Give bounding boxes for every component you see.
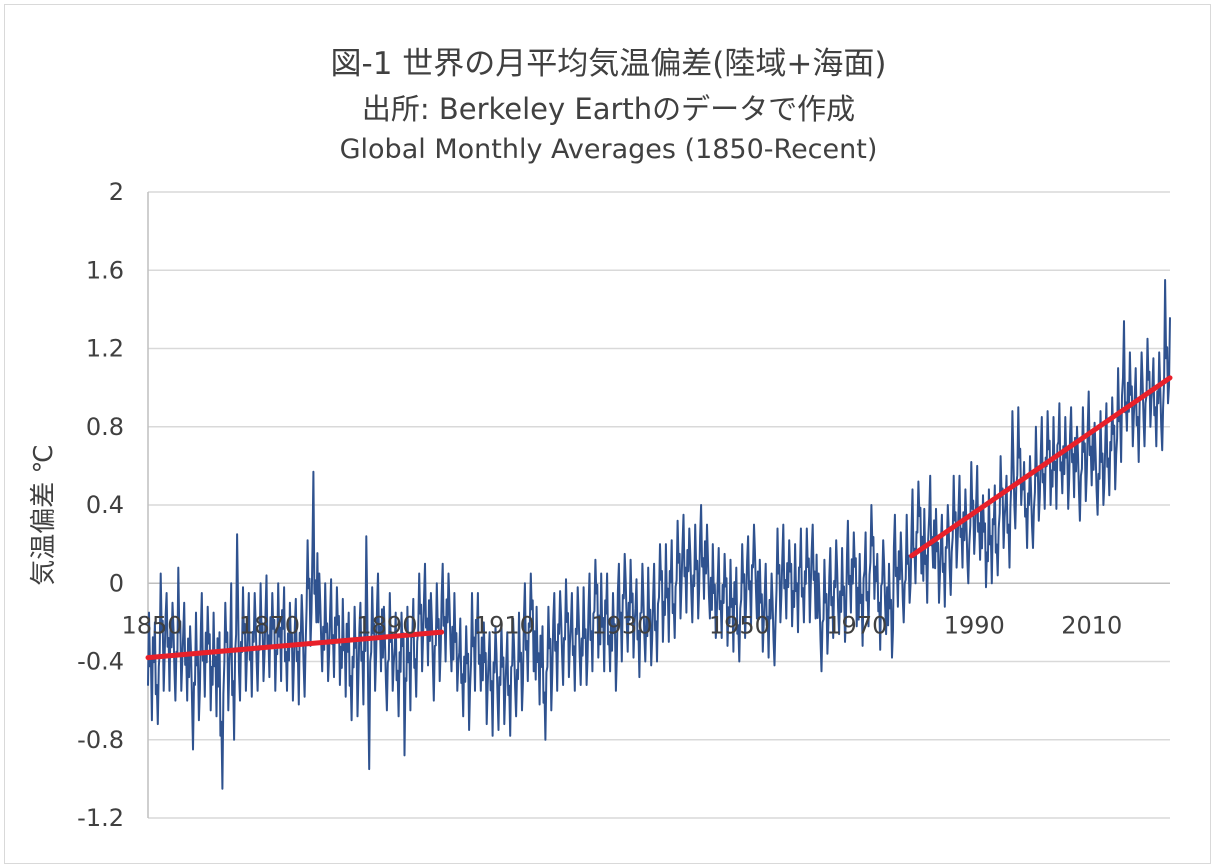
y-tick-label: 0.8: [86, 413, 124, 441]
x-tick-label: 1910: [474, 611, 535, 639]
trend-line-1: [145, 629, 445, 661]
y-tick-label: -1.2: [77, 804, 124, 832]
temperature-anomaly-line: [147, 279, 1171, 790]
series-layer: [145, 279, 1173, 790]
y-tick-labels: 2 1.6 1.2 0.8 0.4 0 -0.4 -0.8 -1.2: [77, 178, 124, 832]
gridlines: [148, 191, 1170, 819]
x-tick-label: 1850: [121, 611, 182, 639]
x-tick-label: 1930: [591, 611, 652, 639]
x-tick-label: 1970: [826, 611, 887, 639]
y-tick-label: 0.4: [86, 491, 124, 519]
y-tick-label: 1.2: [86, 335, 124, 363]
y-tick-label: -0.8: [77, 726, 124, 754]
x-tick-label: 1890: [356, 611, 417, 639]
x-tick-labels: 1850 1870 1890 1910 1930 1950 1970 1990 2010: [121, 611, 1122, 639]
y-tick-label: 1.6: [86, 256, 124, 284]
y-tick-label: 2: [109, 178, 124, 206]
y-axis-label: 気温偏差 ℃: [29, 444, 59, 585]
chart-title: 図-1 世界の月平均気温偏差(陸域+海面): [330, 46, 887, 82]
trend-line-2: [909, 375, 1173, 559]
x-tick-label: 1990: [944, 611, 1005, 639]
chart-subtitle-source: 出所: Berkeley Earthのデータで作成: [361, 92, 856, 126]
x-tick-label: 2010: [1061, 611, 1122, 639]
y-tick-label: -0.4: [77, 648, 124, 676]
chart-subtitle-english: Global Monthly Averages (1850-Recent): [339, 134, 878, 165]
y-tick-label: 0: [109, 569, 124, 597]
x-tick-label: 1870: [239, 611, 300, 639]
x-tick-label: 1950: [709, 611, 770, 639]
